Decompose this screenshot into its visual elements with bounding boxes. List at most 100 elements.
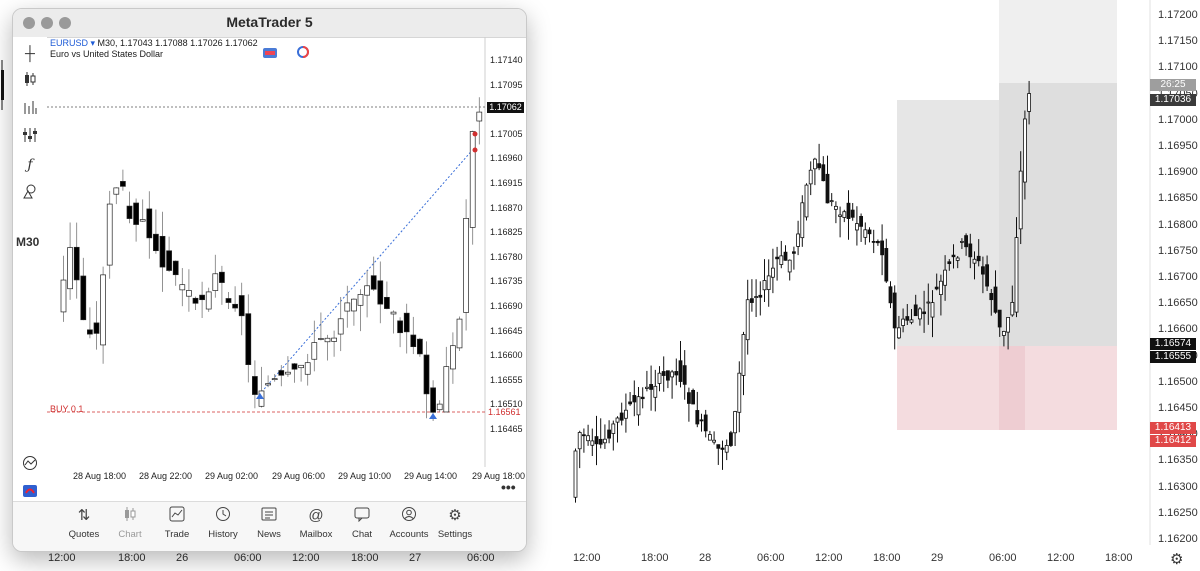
indicators-icon[interactable] xyxy=(20,99,40,119)
candles-icon[interactable] xyxy=(20,71,40,91)
objects-icon[interactable] xyxy=(20,127,40,147)
candle-body xyxy=(1,70,4,100)
tab-label: History xyxy=(208,529,238,540)
take-profit-marker-icon xyxy=(472,131,478,137)
candle-body xyxy=(67,247,73,290)
one-click-trading-icon[interactable] xyxy=(263,45,277,58)
candle-body xyxy=(590,440,595,446)
candle-body xyxy=(909,319,914,323)
candle-body xyxy=(106,203,113,266)
more-options-icon[interactable]: ••• xyxy=(501,479,516,495)
candle-body xyxy=(337,318,344,335)
mt5-logo-icon[interactable] xyxy=(20,483,40,503)
candle-body xyxy=(324,337,331,343)
candle-body xyxy=(720,447,725,450)
symbol-dropdown-icon[interactable]: ▾ xyxy=(88,38,98,48)
settings-icon: ⚙ xyxy=(448,507,462,524)
stop-marker-icon xyxy=(472,147,478,153)
candle-body xyxy=(661,371,666,376)
close-window-icon[interactable] xyxy=(23,17,35,29)
candle-body xyxy=(674,371,679,376)
symbol-quote: M30, 1.17043 1.17088 1.17026 1.17062 xyxy=(97,38,258,48)
candle-body xyxy=(1023,118,1027,183)
tab-chart[interactable]: Chart xyxy=(105,506,155,540)
candle-body xyxy=(573,450,578,498)
tab-chat[interactable]: Chat xyxy=(337,506,387,540)
candle-body xyxy=(271,378,278,380)
candle-body xyxy=(825,173,830,204)
tab-news[interactable]: News xyxy=(244,506,294,540)
tab-label: Settings xyxy=(437,529,473,540)
price-axis-label: 1.16900 xyxy=(1158,166,1198,179)
price-axis-label: 1.16465 xyxy=(490,424,523,434)
candle-body xyxy=(450,345,456,370)
candle-body xyxy=(653,385,658,398)
shapes-icon[interactable] xyxy=(20,183,40,203)
candle-body xyxy=(120,181,126,187)
candle-body xyxy=(384,296,390,309)
metatrader-window: MetaTrader 5 ┼ ƒ M30 EURUSD ▾ M30, 1.170… xyxy=(12,8,527,552)
candle-body xyxy=(876,240,880,244)
tab-accounts[interactable]: Accounts xyxy=(384,506,434,540)
function-icon[interactable]: ƒ xyxy=(27,157,33,173)
tab-trade[interactable]: Trade xyxy=(152,506,202,540)
maximize-window-icon[interactable] xyxy=(59,17,71,29)
tab-mailbox[interactable]: @ Mailbox xyxy=(291,506,341,540)
chart-settings-gear-icon[interactable]: ⚙ xyxy=(1170,551,1184,568)
candle-body xyxy=(754,296,758,298)
candle-body xyxy=(645,386,649,389)
candle-body xyxy=(729,432,733,446)
bottom-tab-bar: ⇅ Quotes Chart Trade History News @ Mailbo… xyxy=(13,501,526,551)
symbol-name[interactable]: EURUSD xyxy=(50,38,89,48)
lower-zone-badge-b: 1.16412 xyxy=(1150,435,1196,447)
minimize-window-icon[interactable] xyxy=(41,17,53,29)
candle-body xyxy=(377,280,384,305)
candle-body xyxy=(87,329,93,335)
time-axis-label: 28 Aug 22:00 xyxy=(139,471,193,481)
tab-quotes[interactable]: ⇅ Quotes xyxy=(59,506,109,540)
candle-body xyxy=(632,395,637,403)
candle-body xyxy=(745,299,750,341)
candle-body xyxy=(724,445,729,453)
candle-body xyxy=(796,233,800,247)
time-axis-label: 18:00 xyxy=(641,552,669,564)
candle-body xyxy=(397,320,403,334)
trade-levels-icon[interactable] xyxy=(297,45,309,58)
time-axis-label: 29 xyxy=(931,552,944,564)
crosshair-icon[interactable]: ┼ xyxy=(25,45,35,61)
candle-body xyxy=(708,434,712,441)
candle-body xyxy=(60,279,67,313)
mt5-chart-canvas[interactable] xyxy=(47,37,487,467)
candle-body xyxy=(586,435,590,442)
candle-body xyxy=(901,318,905,326)
price-axis-label: 1.16950 xyxy=(1158,140,1198,152)
candle-body xyxy=(779,255,784,265)
time-axis-label: 29 Aug 02:00 xyxy=(205,471,259,481)
candle-body xyxy=(364,285,370,296)
price-axis-label: 1.16510 xyxy=(490,399,523,410)
candle-body xyxy=(351,298,357,312)
price-axis-label: 1.16800 xyxy=(1158,218,1198,231)
market-watch-icon[interactable] xyxy=(20,455,40,475)
candle-body xyxy=(252,376,258,395)
price-axis-label: 1.17200 xyxy=(1158,9,1198,21)
time-axis-label: 29 Aug 14:00 xyxy=(404,471,458,481)
mailbox-icon: @ xyxy=(308,507,324,524)
candle-body xyxy=(981,266,985,275)
candle-body xyxy=(139,219,146,222)
candle-body xyxy=(939,280,943,295)
candle-body xyxy=(179,284,186,291)
candle-body xyxy=(390,311,397,315)
price-axis-label: 1.16250 xyxy=(1158,506,1198,519)
buy-position-label[interactable]: BUY 0.1 xyxy=(50,404,84,414)
timeframe-button[interactable]: M30 xyxy=(16,235,40,249)
candle-body xyxy=(153,233,159,252)
tab-history[interactable]: History xyxy=(198,506,248,540)
candle-body xyxy=(311,342,318,360)
time-axis-label: 29 Aug 06:00 xyxy=(272,471,326,481)
candle-body xyxy=(594,436,599,445)
candle-body xyxy=(930,302,935,318)
candle-body xyxy=(172,260,179,276)
tab-settings[interactable]: ⚙ Settings xyxy=(430,506,480,540)
